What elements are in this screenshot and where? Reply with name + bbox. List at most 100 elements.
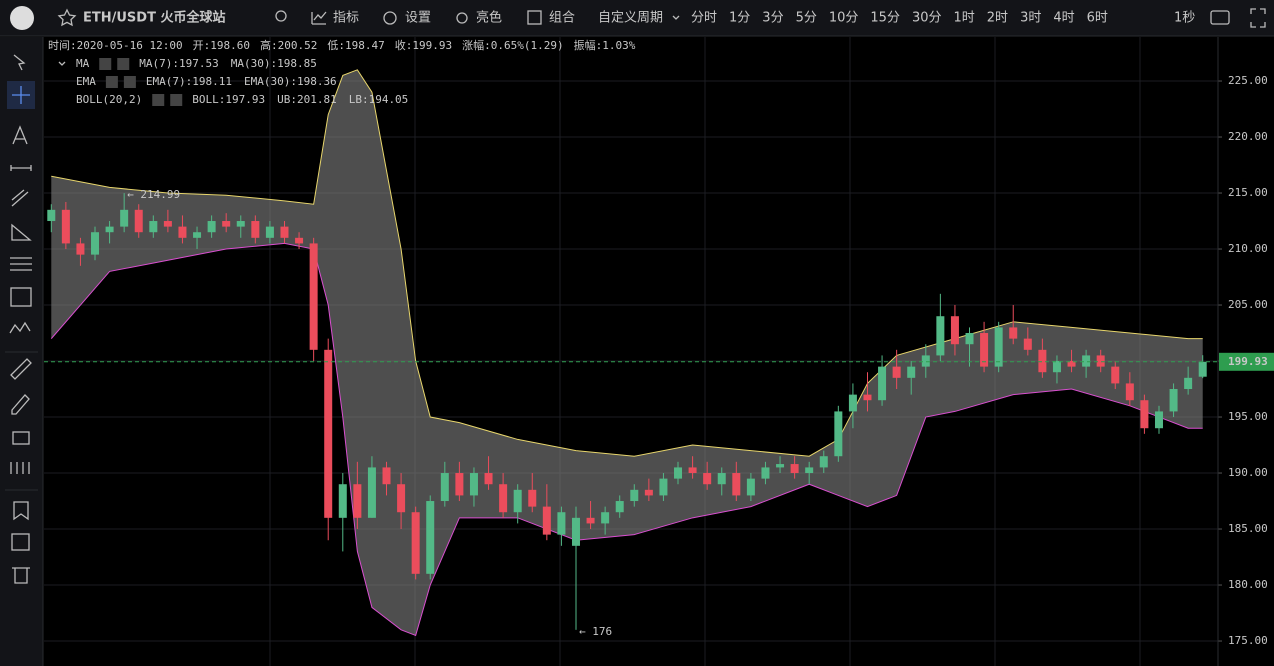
grid-tool[interactable] <box>10 287 32 307</box>
indicator-close[interactable] <box>170 94 183 106</box>
y-tick-label: 220.00 <box>1228 130 1268 143</box>
candle-body <box>571 517 580 546</box>
toolbar-button[interactable]: 亮色 <box>476 10 502 26</box>
chart: 175.00180.00185.00190.00195.00200.00205.… <box>44 37 1274 666</box>
collapse-arrow[interactable] <box>58 61 66 66</box>
fullscreen-icon[interactable] <box>1250 8 1266 28</box>
indicator-close[interactable] <box>123 76 136 88</box>
cursor-tool[interactable] <box>13 54 26 71</box>
boll-fill <box>51 69 1203 636</box>
indicator-close[interactable] <box>117 58 130 70</box>
template-tool[interactable] <box>11 533 30 551</box>
period-button[interactable]: 5分 <box>796 11 817 26</box>
period-button[interactable]: 3时 <box>1020 11 1041 26</box>
candle-body <box>1140 400 1149 429</box>
indicator-settings[interactable] <box>152 94 165 106</box>
line-tool[interactable] <box>10 165 32 171</box>
dropdown-arrow[interactable] <box>672 15 680 20</box>
candle-body <box>936 316 945 356</box>
period-button[interactable]: 分时 <box>691 11 717 26</box>
candle-body <box>1184 377 1193 390</box>
candle-body <box>178 226 187 238</box>
candle-body <box>907 366 916 378</box>
candle-body <box>746 478 755 496</box>
wave-tool[interactable] <box>9 321 31 334</box>
delete-tool[interactable] <box>12 567 30 584</box>
toolbar-button[interactable]: 组合 <box>549 11 575 26</box>
candle-body <box>382 467 391 485</box>
y-tick-label: 210.00 <box>1228 242 1268 255</box>
channel-tool[interactable] <box>11 189 29 207</box>
y-tick-label: 190.00 <box>1228 466 1268 479</box>
crosshair-tool[interactable] <box>12 86 30 104</box>
candle-body <box>134 209 143 233</box>
bookmark-tool[interactable] <box>13 501 29 521</box>
info-value: 198.47 <box>345 39 385 52</box>
candle-body <box>149 221 158 233</box>
info-label: 收: <box>395 38 413 52</box>
period-button[interactable]: 2时 <box>987 11 1008 26</box>
indicator-value: UB:201.81 <box>277 93 337 106</box>
candle-body <box>644 489 653 496</box>
extreme-label: ← 176 <box>579 625 612 638</box>
candle-body <box>688 467 697 474</box>
text-tool[interactable] <box>12 125 28 145</box>
candle-body <box>1154 411 1163 429</box>
candle-body <box>703 473 712 485</box>
toolbar-button[interactable]: 指标 <box>333 11 359 26</box>
candle-body <box>1038 349 1047 373</box>
y-tick-label: 215.00 <box>1228 186 1268 199</box>
candle-body <box>615 501 624 513</box>
triangle-tool[interactable] <box>11 223 32 241</box>
indicator-name: MA <box>76 57 90 70</box>
candle-body <box>542 506 551 535</box>
toolbar-button[interactable]: 设置 <box>405 11 431 26</box>
candle-body <box>251 221 260 238</box>
hide-tool[interactable] <box>10 462 30 474</box>
candle-body <box>513 489 522 513</box>
indicator-value: LB:194.05 <box>349 93 409 106</box>
info-label: 振幅: <box>574 38 603 52</box>
candle-body <box>980 333 989 367</box>
drawing-tools <box>5 54 38 584</box>
candle-body <box>776 464 785 468</box>
fib-tool[interactable] <box>10 257 32 271</box>
period-button[interactable]: 30分 <box>912 11 942 26</box>
search-icon[interactable] <box>275 10 287 22</box>
favorite-icon[interactable] <box>57 8 77 27</box>
period-button[interactable]: 4时 <box>1053 11 1074 26</box>
period-button[interactable]: 10分 <box>829 11 859 26</box>
candle-body <box>1082 355 1091 367</box>
y-tick-label: 175.00 <box>1228 634 1268 647</box>
indicator-value: MA(30):198.85 <box>231 57 317 70</box>
last-price-box <box>1219 352 1274 371</box>
header: ETH/USDT 火币全球站 指标 设置 亮色 组合 自定义周期 分时 1分 3分 5分 10分 15… <box>48 10 1195 106</box>
toolbar <box>0 0 1274 36</box>
period-button[interactable]: 1时 <box>954 11 975 26</box>
candle-body <box>469 473 478 496</box>
info-value: 1.03% <box>602 39 635 52</box>
period-button[interactable]: 3分 <box>762 11 783 26</box>
indicator-value: BOLL:197.93 <box>192 93 265 106</box>
camera-icon[interactable] <box>1210 10 1230 25</box>
indicator-settings[interactable] <box>105 76 118 88</box>
lock-tool[interactable] <box>12 431 30 445</box>
info-label: 低: <box>327 39 345 52</box>
y-tick-label: 180.00 <box>1228 578 1268 591</box>
candle-body <box>367 467 376 518</box>
candle-body <box>120 209 129 227</box>
candle-body <box>499 484 508 513</box>
candle-body <box>717 473 726 485</box>
period-button[interactable]: 6时 <box>1087 11 1108 26</box>
period-button[interactable]: 1分 <box>729 11 750 26</box>
custom-period[interactable]: 自定义周期 <box>598 11 663 26</box>
period-button[interactable]: 15分 <box>870 11 900 26</box>
candle-body <box>805 467 814 474</box>
ruler-tool[interactable] <box>10 358 32 380</box>
indicator-name: BOLL(20,2) <box>76 93 142 106</box>
pen-tool[interactable] <box>11 394 30 415</box>
indicator-settings[interactable] <box>99 58 112 70</box>
symbol[interactable]: ETH/USDT 火币全球站 <box>83 10 225 26</box>
candle-body <box>1067 361 1076 367</box>
logo[interactable] <box>10 6 34 30</box>
